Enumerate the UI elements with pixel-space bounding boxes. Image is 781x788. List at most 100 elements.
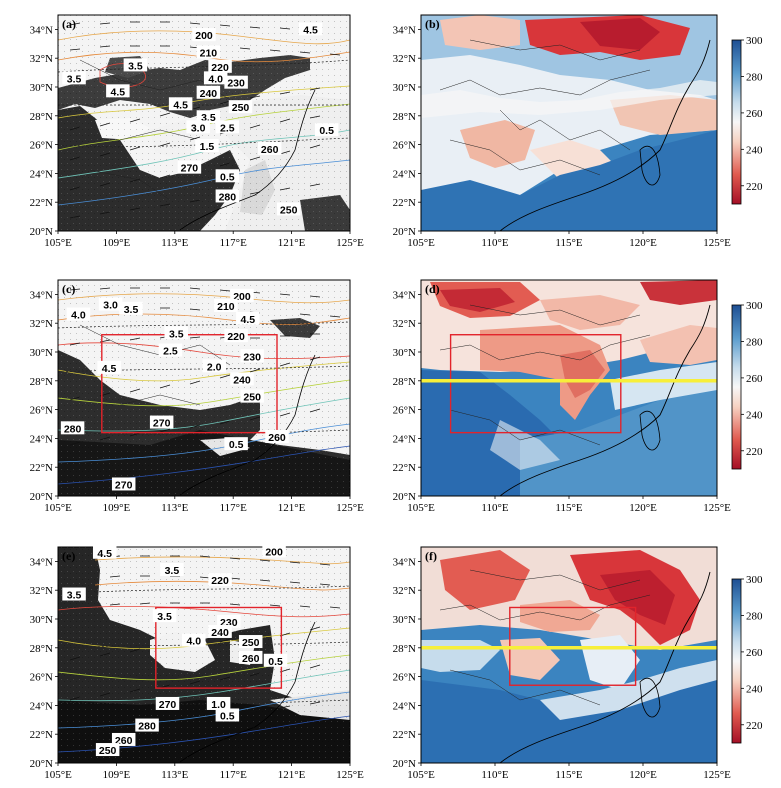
contour-label: 3.0 bbox=[103, 299, 118, 311]
panel-f-colorbar: 300 280 260 240 220 bbox=[731, 574, 763, 744]
panel-d-label: (d) bbox=[425, 282, 440, 296]
contour-label-box bbox=[177, 160, 202, 174]
y-tick-label: 30°N bbox=[30, 82, 53, 94]
contour-label: 4.5 bbox=[173, 99, 188, 111]
y-tick-label: 34°N bbox=[393, 289, 416, 301]
contour-label: 220 bbox=[211, 575, 229, 587]
y-tick-label: 34°N bbox=[30, 289, 53, 301]
contour-label-box bbox=[135, 718, 159, 732]
contour-label: 200 bbox=[195, 30, 213, 42]
x-tick-label: 113°E bbox=[161, 502, 188, 514]
y-tick-label: 26°N bbox=[30, 140, 53, 152]
contour-label-box bbox=[98, 297, 123, 311]
colorbar-tick-label: 280 bbox=[746, 336, 763, 348]
contour-label-box bbox=[97, 360, 121, 374]
contour-label: 0.5 bbox=[220, 710, 235, 722]
contour-label: 4.5 bbox=[97, 548, 112, 560]
contour-label: 3.5 bbox=[157, 611, 172, 623]
panel-b-y-ticks: 34°N 32°N 30°N 28°N 26°N 24°N 22°N 20°N bbox=[393, 24, 421, 238]
x-tick-label: 115°E bbox=[555, 502, 582, 514]
panel-d: (d) 105°E 110°E 115°E 120°E 125°E 34°N 32°N 30… bbox=[393, 279, 763, 514]
contour-label-box bbox=[92, 545, 117, 559]
x-tick-label: 121°E bbox=[278, 502, 306, 514]
contour-label-box bbox=[155, 696, 180, 710]
contour-label: 2.0 bbox=[207, 361, 222, 373]
panel-b-x-ticks: 105°E 110°E 115°E 120°E 125°E bbox=[407, 231, 731, 249]
y-tick-label: 28°N bbox=[393, 643, 416, 655]
panel-e-label: (e) bbox=[62, 549, 75, 563]
x-tick-label: 125°E bbox=[703, 502, 731, 514]
panel-e-map bbox=[57, 547, 351, 763]
contour-label-box bbox=[215, 120, 240, 134]
contour-label-box bbox=[276, 202, 301, 216]
x-tick-label: 117°E bbox=[220, 502, 247, 514]
colorbar-tick-label: 300 bbox=[746, 300, 763, 312]
contour-label: 3.5 bbox=[165, 565, 180, 577]
y-tick-label: 22°N bbox=[30, 197, 53, 209]
contour-label-box bbox=[186, 120, 210, 134]
x-tick-label: 105°E bbox=[407, 237, 435, 249]
panel-c-label: (c) bbox=[62, 282, 75, 296]
y-tick-label: 30°N bbox=[393, 82, 416, 94]
y-tick-label: 22°N bbox=[393, 197, 416, 209]
contour-label: 250 bbox=[232, 102, 250, 114]
y-tick-label: 24°N bbox=[30, 700, 53, 712]
y-tick-label: 28°N bbox=[393, 376, 416, 388]
panel-c-region-box bbox=[101, 334, 278, 434]
x-tick-label: 115°E bbox=[555, 769, 582, 781]
contour-label: 4.5 bbox=[303, 24, 318, 36]
contour-label-box bbox=[257, 141, 282, 155]
panel-f-map bbox=[421, 547, 717, 764]
x-tick-label: 113°E bbox=[161, 769, 188, 781]
y-tick-label: 34°N bbox=[30, 24, 53, 36]
colorbar-tick-label: 240 bbox=[746, 409, 763, 421]
y-tick-label: 32°N bbox=[393, 53, 416, 65]
contour-label: 240 bbox=[233, 374, 251, 386]
x-tick-label: 109°E bbox=[103, 769, 131, 781]
x-tick-label: 125°E bbox=[703, 769, 731, 781]
contour-label: 1.5 bbox=[200, 141, 215, 153]
y-tick-label: 24°N bbox=[393, 433, 416, 445]
contour-label-box bbox=[111, 477, 136, 491]
panel-d-region-box bbox=[449, 334, 622, 434]
panel-e-region-box bbox=[155, 606, 283, 689]
y-tick-label: 32°N bbox=[393, 318, 416, 330]
contour-label: 210 bbox=[200, 47, 218, 59]
x-tick-label: 105°E bbox=[44, 502, 72, 514]
contour-label: 280 bbox=[219, 191, 237, 203]
x-tick-label: 105°E bbox=[44, 769, 72, 781]
contour-label: 3.5 bbox=[67, 590, 82, 602]
contour-label: 280 bbox=[138, 721, 156, 733]
contour-label: 210 bbox=[217, 301, 235, 313]
y-tick-label: 22°N bbox=[393, 462, 416, 474]
contour-label: 4.0 bbox=[208, 73, 223, 85]
x-tick-label: 113°E bbox=[161, 237, 188, 249]
y-tick-label: 24°N bbox=[30, 168, 53, 180]
contour-label-box bbox=[240, 389, 264, 403]
contour-label: 260 bbox=[261, 144, 279, 156]
y-tick-label: 34°N bbox=[393, 24, 416, 36]
y-tick-label: 28°N bbox=[393, 111, 416, 123]
panel-c-x-ticks: 105°E 109°E 113°E 117°E 121°E 125°E bbox=[44, 496, 364, 514]
contour-label: 260 bbox=[268, 432, 286, 444]
colorbar-tick-label: 300 bbox=[746, 574, 763, 586]
colorbar-tick-label: 280 bbox=[746, 71, 763, 83]
y-tick-label: 28°N bbox=[30, 376, 53, 388]
contour-label-box bbox=[240, 349, 264, 363]
x-tick-label: 110°E bbox=[481, 769, 508, 781]
contour-label-box bbox=[215, 189, 240, 203]
y-tick-label: 26°N bbox=[30, 672, 53, 684]
contour-label-box bbox=[60, 421, 85, 435]
x-tick-label: 117°E bbox=[220, 237, 247, 249]
panel-c-map bbox=[57, 280, 351, 496]
contour-label: 2.5 bbox=[163, 346, 178, 358]
contour-label: 4.0 bbox=[186, 636, 201, 648]
panel-e-y-ticks: 34°N 32°N 30°N 28°N 26°N 24°N 22°N 20°N bbox=[30, 556, 58, 770]
panel-d-colorbar-ticks: 300 280 260 240 220 bbox=[741, 300, 763, 458]
panel-b-colorbar: 300 280 260 240 220 bbox=[731, 35, 763, 205]
contour-label-box bbox=[265, 429, 289, 443]
